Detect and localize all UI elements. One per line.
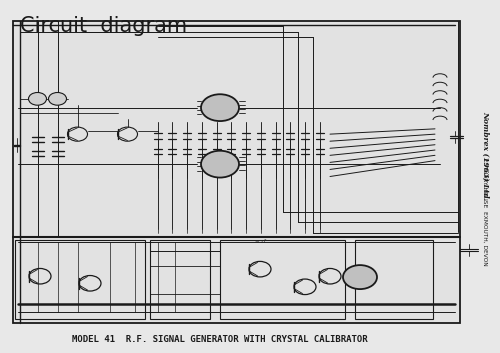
Bar — [355, 240, 432, 319]
Text: ESTUARY HOUSE  EXMOUTH, DEVON: ESTUARY HOUSE EXMOUTH, DEVON — [482, 158, 488, 266]
Circle shape — [343, 265, 377, 289]
Circle shape — [28, 92, 46, 105]
Text: MODEL 41  R.F. SIGNAL GENERATOR WITH CRYSTAL CALIBRATOR: MODEL 41 R.F. SIGNAL GENERATOR WITH CRYS… — [72, 335, 368, 344]
Bar — [15, 240, 145, 319]
Circle shape — [201, 94, 239, 121]
Circle shape — [48, 92, 66, 105]
Text: Circuit  diagram: Circuit diagram — [20, 16, 187, 36]
Circle shape — [201, 151, 239, 178]
Bar — [150, 240, 210, 319]
Bar — [12, 21, 460, 323]
Text: Nombrex (1963) Ltd.: Nombrex (1963) Ltd. — [481, 110, 489, 200]
Bar — [220, 240, 345, 319]
Text: = rf: = rf — [255, 239, 265, 244]
